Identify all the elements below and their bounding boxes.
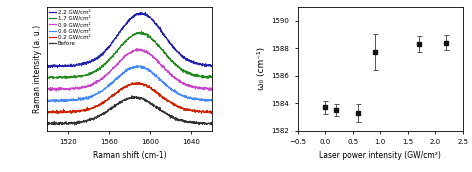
X-axis label: Raman shift (cm-1): Raman shift (cm-1) — [93, 151, 167, 160]
X-axis label: Laser power intensity (GW/cm²): Laser power intensity (GW/cm²) — [319, 151, 441, 160]
Y-axis label: Raman intensity (a. u.): Raman intensity (a. u.) — [33, 25, 42, 113]
Legend: 2.2 GW/cm², 1.7 GW/cm², 0.9 GW/cm², 0.6 GW/cm², 0.2 GW/cm², Before: 2.2 GW/cm², 1.7 GW/cm², 0.9 GW/cm², 0.6 … — [49, 9, 91, 46]
Y-axis label: ω₀ (cm⁻¹): ω₀ (cm⁻¹) — [257, 47, 266, 90]
